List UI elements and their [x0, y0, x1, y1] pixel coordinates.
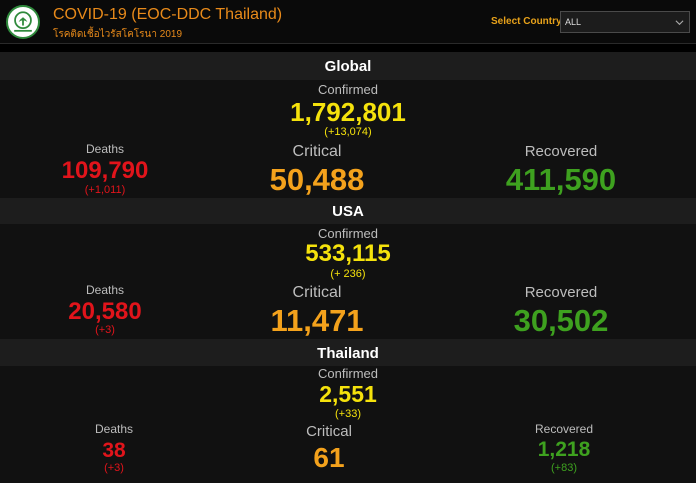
section-header-usa: USA	[0, 198, 696, 224]
deaths-delta: (+3)	[104, 462, 124, 474]
stats-panel-global: Confirmed 1,792,801 (+13,074) Deaths 109…	[0, 80, 696, 198]
section-header-thailand: Thailand	[0, 339, 696, 366]
critical-value: 11,471	[270, 303, 364, 338]
deaths-delta: (+3)	[95, 324, 115, 336]
select-country-label: Select Country	[491, 16, 562, 27]
confirmed-label: Confirmed	[318, 226, 378, 241]
critical-label: Critical	[306, 423, 352, 440]
confirmed-delta: (+ 236)	[330, 268, 366, 280]
deaths-label: Deaths	[85, 142, 125, 156]
critical-value: 50,488	[269, 162, 365, 197]
confirmed-delta: (+13,074)	[324, 126, 372, 138]
confirmed-label: Confirmed	[318, 366, 378, 381]
deaths-value: 20,580	[68, 298, 142, 325]
country-select-value: ALL	[565, 17, 582, 27]
confirmed-label: Confirmed	[318, 82, 378, 97]
recovered-label: Recovered	[524, 143, 598, 160]
section-header-global: Global	[0, 52, 696, 80]
stats-panel-thailand: Confirmed 2,551 (+33) Deaths 38 (+3) Cri…	[0, 366, 696, 483]
critical-label: Critical	[292, 284, 342, 301]
deaths-value: 109,790	[61, 157, 149, 184]
recovered-label: Recovered	[524, 284, 598, 301]
deaths-label: Deaths	[94, 422, 134, 436]
section-title: USA	[332, 203, 364, 220]
recovered-label: Recovered	[534, 422, 594, 436]
app-title: COVID-19 (EOC-DDC Thailand)	[53, 6, 283, 23]
country-select[interactable]: ALL	[560, 11, 690, 33]
app-subtitle: โรคติดเชื้อไวรัสโคโรนา 2019	[53, 29, 183, 40]
section-title: Thailand	[317, 345, 379, 362]
confirmed-delta: (+33)	[335, 408, 361, 420]
recovered-value: 1,218	[537, 438, 591, 461]
section-title: Global	[324, 58, 372, 75]
chevron-down-icon	[675, 20, 684, 26]
app-header: COVID-19 (EOC-DDC Thailand) โรคติดเชื้อไ…	[0, 0, 696, 44]
critical-label: Critical	[292, 143, 342, 160]
confirmed-value: 1,792,801	[290, 97, 406, 127]
recovered-delta: (+83)	[551, 462, 577, 474]
confirmed-value: 2,551	[319, 381, 377, 407]
recovered-value: 411,590	[505, 162, 617, 197]
deaths-delta: (+1,011)	[84, 184, 126, 196]
stats-panel-usa: Confirmed 533,115 (+ 236) Deaths 20,580 …	[0, 224, 696, 339]
recovered-value: 30,502	[513, 303, 609, 338]
critical-value: 61	[313, 442, 345, 473]
deaths-value: 38	[102, 439, 126, 462]
confirmed-value: 533,115	[305, 240, 391, 267]
deaths-label: Deaths	[85, 283, 125, 297]
ddc-logo	[6, 5, 40, 39]
